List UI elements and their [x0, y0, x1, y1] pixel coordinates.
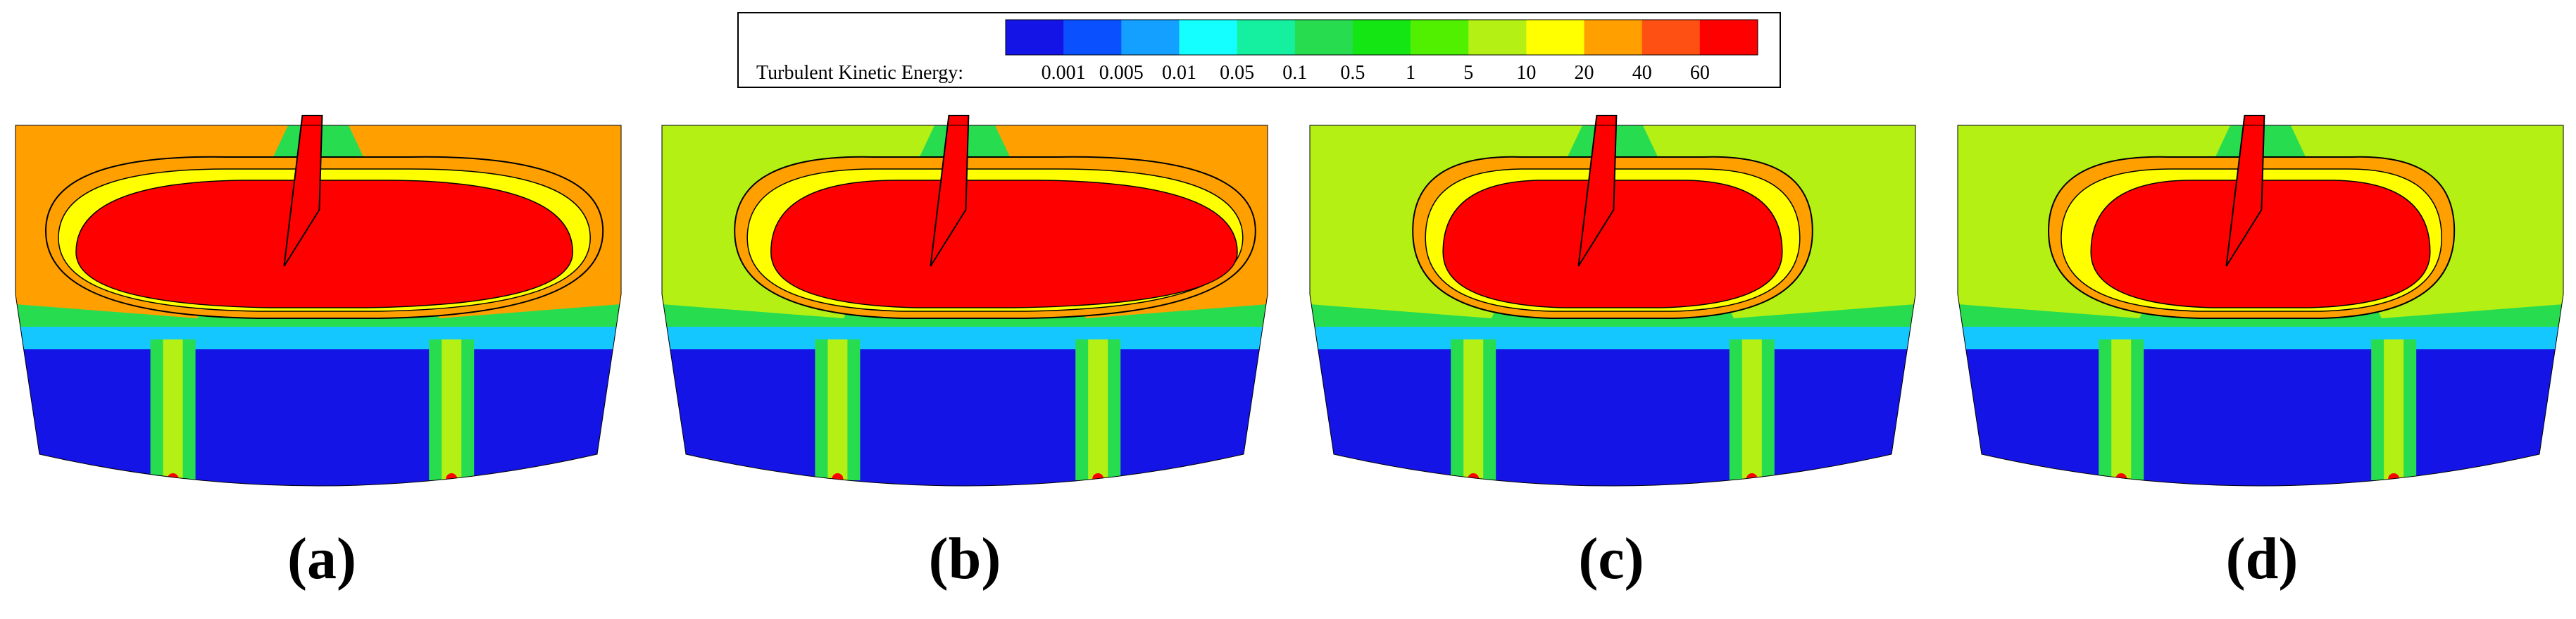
jet-source-hotspot [2115, 473, 2127, 484]
legend-tick-label: 0.001 [1042, 62, 1086, 84]
contour-panel-a [15, 115, 622, 487]
legend-tick-label: 5 [1463, 62, 1473, 84]
domain-outline [1957, 125, 2564, 487]
legend-swatch [1584, 20, 1643, 55]
jet-core [1463, 339, 1484, 486]
legend-swatch [1237, 20, 1296, 55]
high-tke-core [1442, 180, 1783, 308]
domain-outline [661, 125, 1268, 487]
legend-tick-label: 0.01 [1162, 62, 1196, 84]
jet-core [827, 339, 848, 486]
domain-outline [1309, 125, 1916, 487]
jet-source-hotspot [1746, 473, 1758, 484]
legend-swatch [1179, 20, 1238, 55]
jet-core [163, 339, 183, 486]
transition-band [1958, 325, 2563, 349]
legend-swatch [1063, 20, 1122, 55]
jet-core [2111, 339, 2132, 486]
legend-swatches [1005, 19, 1758, 56]
high-tke-core [75, 180, 573, 308]
legend-swatch [1642, 20, 1701, 55]
domain-outline [15, 125, 622, 487]
high-tke-core [2090, 180, 2431, 308]
legend-swatch [1699, 20, 1758, 55]
legend-swatch [1006, 20, 1064, 55]
legend-tick-label: 0.1 [1282, 62, 1307, 84]
legend-tick-label: 20 [1575, 62, 1594, 84]
legend-bar-outline [1005, 19, 1758, 56]
transition-band [1310, 325, 1915, 349]
contour-field [662, 125, 1268, 486]
jet-source-hotspot [1468, 473, 1480, 484]
legend-tick-label: 1 [1406, 62, 1415, 84]
inlet-plume [283, 115, 323, 267]
contour-panel-b [661, 115, 1268, 487]
jet-source-hotspot [167, 473, 179, 484]
contour-panel-d [1957, 115, 2564, 487]
transition-band [15, 325, 621, 349]
legend-tick-label: 60 [1690, 62, 1710, 84]
jet-core [442, 339, 462, 486]
jet-core [1088, 339, 1108, 486]
jet-core [1742, 339, 1762, 486]
inlet-plume [930, 115, 970, 267]
contour-field [15, 125, 621, 486]
legend-swatch [1411, 20, 1469, 55]
high-tke-core [770, 180, 1238, 308]
color-legend: Turbulent Kinetic Energy: 0.001 0.005 0.01… [737, 12, 1781, 88]
panel-label-d: (d) [2225, 526, 2299, 592]
legend-swatch [1121, 20, 1180, 55]
inlet-plume [1577, 115, 1618, 267]
inlet-plume [2225, 115, 2265, 267]
legend-tick-labels: 0.001 0.005 0.01 0.05 0.1 0.5 1 5 10 20 40 60 [1042, 62, 1710, 84]
legend-swatch [1468, 20, 1527, 55]
panel-label-a: (a) [287, 526, 356, 592]
legend-title: Turbulent Kinetic Energy: [756, 62, 963, 84]
contour-field [1958, 125, 2563, 486]
contour-panel-c [1309, 115, 1916, 487]
jet-core [2384, 339, 2404, 486]
legend-tick-label: 0.5 [1340, 62, 1365, 84]
legend-swatch [1294, 20, 1353, 55]
legend-tick-label: 0.05 [1220, 62, 1254, 84]
legend-tick-label: 0.005 [1099, 62, 1144, 84]
panel-label-b: (b) [928, 526, 1001, 592]
legend-swatch [1526, 20, 1585, 55]
legend-tick-label: 40 [1632, 62, 1652, 84]
transition-band [662, 325, 1268, 349]
panel-label-c: (c) [1578, 526, 1644, 592]
legend-swatch [1352, 20, 1411, 55]
legend-tick-label: 10 [1516, 62, 1536, 84]
